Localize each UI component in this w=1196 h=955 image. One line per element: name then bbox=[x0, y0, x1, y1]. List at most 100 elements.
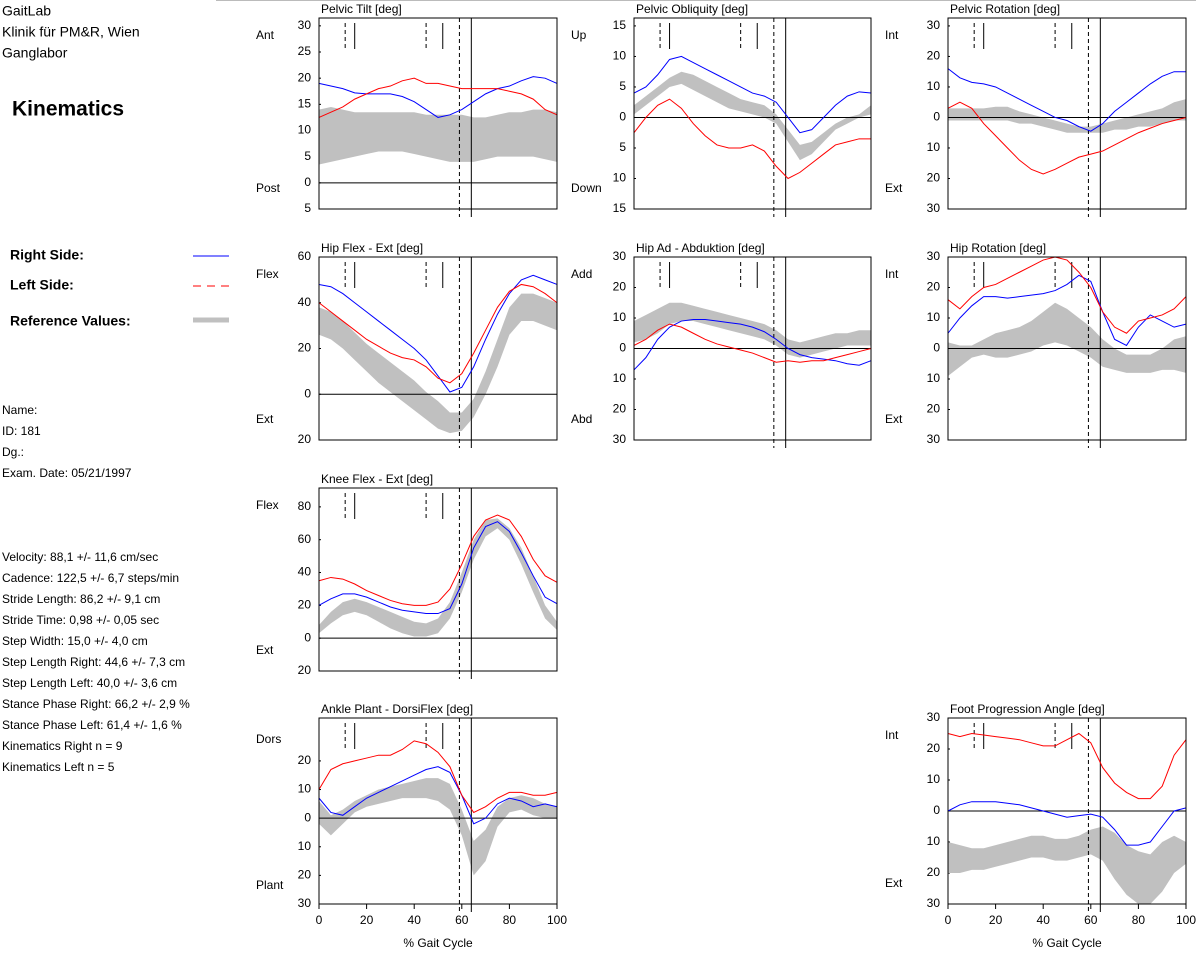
y-tick-label: 30 bbox=[927, 710, 941, 724]
left-curve bbox=[947, 732, 1187, 800]
reference-band bbox=[319, 518, 557, 637]
y-tick-label: 10 bbox=[927, 79, 941, 93]
x-axis-label: % Gait Cycle bbox=[403, 936, 473, 950]
y-tick-label: 30 bbox=[927, 201, 941, 215]
y-tick-label: 0 bbox=[619, 110, 626, 124]
y-tick-label: 15 bbox=[613, 201, 627, 215]
direction-label: Int bbox=[885, 728, 899, 742]
left-curve bbox=[318, 514, 558, 606]
y-tick-label: 60 bbox=[298, 532, 312, 546]
right-curve bbox=[947, 801, 1187, 846]
y-tick-label: 15 bbox=[298, 97, 312, 111]
x-tick-label: 100 bbox=[547, 913, 567, 927]
y-tick-label: 10 bbox=[927, 772, 941, 786]
y-tick-label: 30 bbox=[927, 18, 941, 32]
plot-frame bbox=[318, 487, 558, 672]
left-curve bbox=[318, 77, 558, 118]
left-curve bbox=[633, 323, 872, 363]
y-tick-label: 0 bbox=[933, 341, 940, 355]
y-tick-label: 20 bbox=[927, 865, 941, 879]
y-tick-label: 0 bbox=[619, 341, 626, 355]
gait-parameter: Kinematics Right n = 9 bbox=[2, 739, 123, 753]
y-tick-label: 20 bbox=[927, 171, 941, 185]
y-tick-label: 5 bbox=[304, 149, 311, 163]
y-tick-label: 10 bbox=[298, 782, 312, 796]
direction-label: Plant bbox=[256, 878, 284, 892]
y-tick-label: 30 bbox=[927, 432, 941, 446]
plot-border bbox=[947, 17, 1187, 210]
x-tick-label: 20 bbox=[989, 913, 1003, 927]
patient-info: Exam. Date: 05/21/1997 bbox=[2, 466, 132, 480]
chart-title: Hip Rotation [deg] bbox=[950, 241, 1046, 255]
x-tick-label: 80 bbox=[1132, 913, 1146, 927]
plot-border bbox=[633, 256, 872, 441]
direction-label: Flex bbox=[256, 267, 279, 281]
gait-parameter: Step Length Right: 44,6 +/- 7,3 cm bbox=[2, 655, 185, 669]
y-tick-label: 5 bbox=[304, 201, 311, 215]
y-tick-label: 80 bbox=[298, 499, 312, 513]
chart-title: Knee Flex - Ext [deg] bbox=[321, 472, 433, 486]
y-tick-label: 10 bbox=[613, 310, 627, 324]
y-tick-label: 20 bbox=[613, 280, 627, 294]
direction-label: Ext bbox=[256, 412, 274, 426]
x-tick-label: 100 bbox=[1176, 913, 1196, 927]
gait-parameter: Step Width: 15,0 +/- 4,0 cm bbox=[2, 634, 148, 648]
report-title: Kinematics bbox=[12, 98, 124, 121]
left-curve bbox=[318, 283, 558, 384]
right-curve bbox=[318, 766, 558, 825]
y-tick-label: 5 bbox=[619, 140, 626, 154]
legend-label: Left Side: bbox=[10, 277, 74, 293]
y-tick-label: 30 bbox=[613, 432, 627, 446]
x-tick-label: 60 bbox=[1084, 913, 1098, 927]
y-tick-label: 0 bbox=[933, 803, 940, 817]
y-tick-label: 10 bbox=[613, 171, 627, 185]
x-tick-label: 60 bbox=[455, 913, 469, 927]
direction-label: Down bbox=[571, 181, 602, 195]
plot-border bbox=[318, 717, 558, 905]
reference-band bbox=[948, 302, 1186, 376]
x-tick-label: 0 bbox=[316, 913, 323, 927]
chart-title: Pelvic Tilt [deg] bbox=[321, 2, 402, 16]
reference-band bbox=[634, 302, 871, 358]
y-tick-label: 10 bbox=[927, 140, 941, 154]
plot-border bbox=[318, 487, 558, 672]
y-tick-label: 10 bbox=[927, 834, 941, 848]
legend-label: Right Side: bbox=[10, 247, 84, 263]
y-tick-label: 30 bbox=[927, 896, 941, 910]
y-tick-label: 10 bbox=[298, 839, 312, 853]
direction-label: Dors bbox=[256, 732, 281, 746]
left-curve bbox=[318, 740, 558, 814]
x-tick-label: 20 bbox=[360, 913, 374, 927]
y-tick-label: 5 bbox=[619, 79, 626, 93]
reference-band bbox=[319, 106, 557, 165]
x-tick-label: 0 bbox=[945, 913, 952, 927]
y-tick-label: 40 bbox=[298, 565, 312, 579]
y-tick-label: 10 bbox=[298, 123, 312, 137]
y-tick-label: 0 bbox=[304, 630, 311, 644]
plot-border bbox=[633, 17, 872, 210]
y-tick-label: 10 bbox=[927, 371, 941, 385]
direction-label: Abd bbox=[571, 412, 592, 426]
right-curve bbox=[633, 55, 872, 134]
plot-border bbox=[947, 717, 1187, 905]
gait-parameter: Stride Length: 86,2 +/- 9,1 cm bbox=[2, 592, 160, 606]
patient-info: ID: 181 bbox=[2, 424, 41, 438]
right-curve bbox=[318, 76, 558, 118]
plot-border bbox=[947, 256, 1187, 441]
x-axis-label: % Gait Cycle bbox=[1032, 936, 1102, 950]
y-tick-label: 20 bbox=[298, 753, 312, 767]
reference-band bbox=[948, 99, 1186, 133]
y-tick-label: 10 bbox=[613, 49, 627, 63]
y-tick-label: 20 bbox=[298, 868, 312, 882]
y-tick-label: 30 bbox=[613, 249, 627, 263]
y-tick-label: 30 bbox=[298, 18, 312, 32]
y-tick-label: 25 bbox=[298, 44, 312, 58]
patient-info: Name: bbox=[2, 403, 37, 417]
direction-label: Int bbox=[885, 28, 899, 42]
patient-info: Dg.: bbox=[2, 445, 24, 459]
gait-parameter: Stance Phase Right: 66,2 +/- 2,9 % bbox=[2, 697, 190, 711]
reference-band bbox=[948, 826, 1186, 904]
y-tick-label: 20 bbox=[927, 49, 941, 63]
